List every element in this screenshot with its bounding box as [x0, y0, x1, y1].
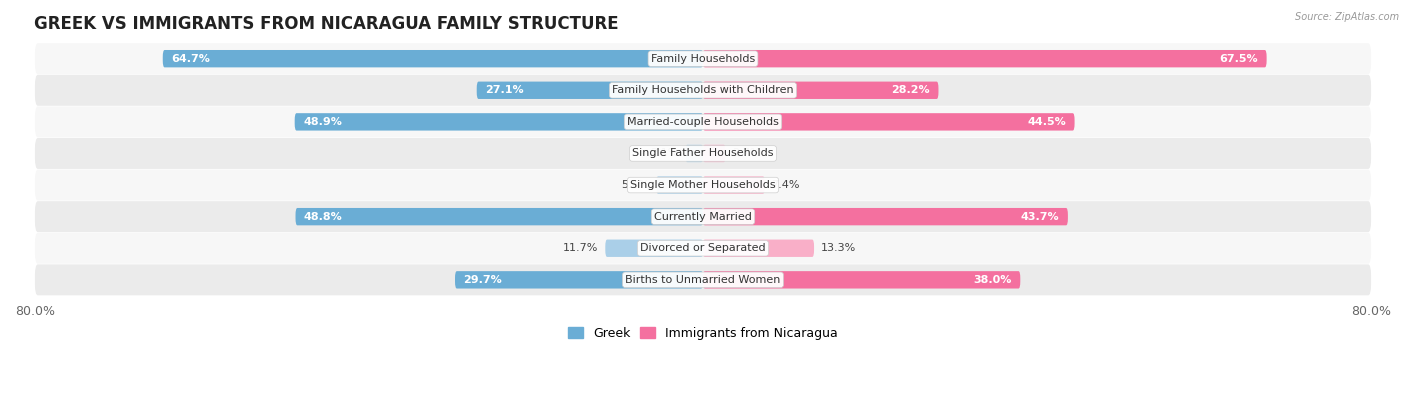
Text: 48.9%: 48.9% [304, 117, 342, 127]
Text: Divorced or Separated: Divorced or Separated [640, 243, 766, 253]
FancyBboxPatch shape [35, 43, 1371, 74]
Text: Single Mother Households: Single Mother Households [630, 180, 776, 190]
Text: Births to Unmarried Women: Births to Unmarried Women [626, 275, 780, 285]
FancyBboxPatch shape [703, 208, 1069, 225]
Text: Single Father Households: Single Father Households [633, 149, 773, 158]
Text: 44.5%: 44.5% [1028, 117, 1066, 127]
FancyBboxPatch shape [35, 264, 1371, 295]
FancyBboxPatch shape [35, 138, 1371, 169]
Text: 38.0%: 38.0% [973, 275, 1012, 285]
FancyBboxPatch shape [703, 239, 814, 257]
Text: 64.7%: 64.7% [172, 54, 209, 64]
FancyBboxPatch shape [35, 75, 1371, 106]
FancyBboxPatch shape [703, 82, 938, 99]
FancyBboxPatch shape [456, 271, 703, 288]
Text: 43.7%: 43.7% [1021, 212, 1060, 222]
Legend: Greek, Immigrants from Nicaragua: Greek, Immigrants from Nicaragua [562, 322, 844, 345]
Text: 29.7%: 29.7% [464, 275, 502, 285]
Text: Family Households: Family Households [651, 54, 755, 64]
FancyBboxPatch shape [703, 113, 1074, 131]
FancyBboxPatch shape [686, 145, 703, 162]
Text: 28.2%: 28.2% [891, 85, 931, 95]
Text: 5.6%: 5.6% [621, 180, 650, 190]
Text: 13.3%: 13.3% [821, 243, 856, 253]
Text: 67.5%: 67.5% [1219, 54, 1258, 64]
Text: Married-couple Households: Married-couple Households [627, 117, 779, 127]
Text: 48.8%: 48.8% [304, 212, 343, 222]
Text: Currently Married: Currently Married [654, 212, 752, 222]
FancyBboxPatch shape [163, 50, 703, 68]
FancyBboxPatch shape [703, 145, 725, 162]
Text: Source: ZipAtlas.com: Source: ZipAtlas.com [1295, 12, 1399, 22]
FancyBboxPatch shape [703, 271, 1021, 288]
FancyBboxPatch shape [703, 177, 765, 194]
FancyBboxPatch shape [35, 201, 1371, 232]
FancyBboxPatch shape [35, 106, 1371, 137]
FancyBboxPatch shape [295, 113, 703, 131]
Text: 27.1%: 27.1% [485, 85, 523, 95]
FancyBboxPatch shape [703, 50, 1267, 68]
FancyBboxPatch shape [606, 239, 703, 257]
FancyBboxPatch shape [295, 208, 703, 225]
FancyBboxPatch shape [35, 233, 1371, 264]
FancyBboxPatch shape [35, 169, 1371, 201]
FancyBboxPatch shape [657, 177, 703, 194]
Text: 7.4%: 7.4% [772, 180, 800, 190]
Text: GREEK VS IMMIGRANTS FROM NICARAGUA FAMILY STRUCTURE: GREEK VS IMMIGRANTS FROM NICARAGUA FAMIL… [34, 15, 619, 33]
Text: 11.7%: 11.7% [564, 243, 599, 253]
FancyBboxPatch shape [477, 82, 703, 99]
Text: 2.7%: 2.7% [733, 149, 761, 158]
Text: 2.1%: 2.1% [651, 149, 679, 158]
Text: Family Households with Children: Family Households with Children [612, 85, 794, 95]
